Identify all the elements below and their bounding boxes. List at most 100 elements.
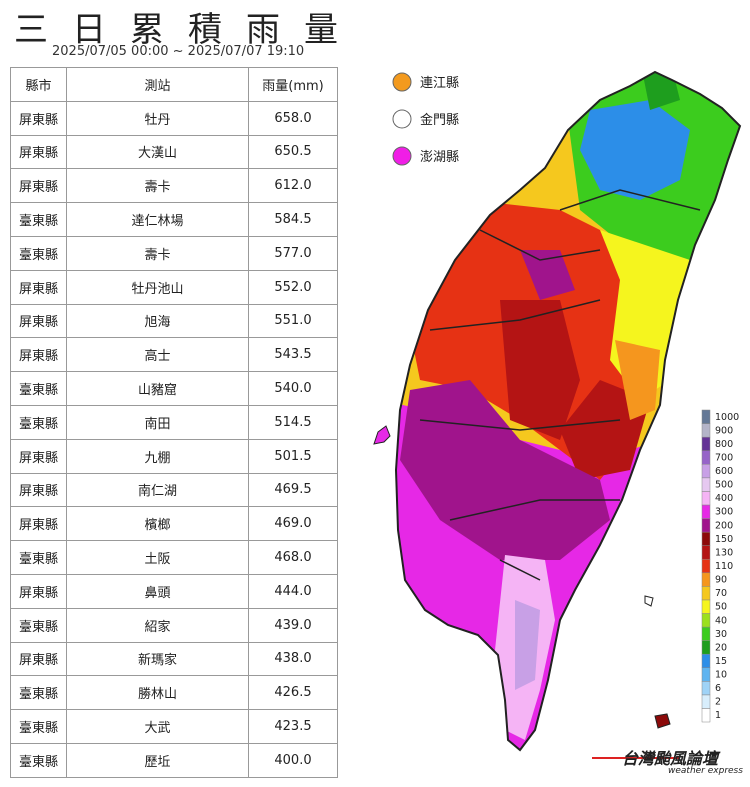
scale-swatch: [701, 667, 711, 682]
logo-name: 台灣颱風論壇: [622, 749, 721, 768]
logo-tagline: weather express: [668, 766, 743, 776]
scale-swatch: [701, 477, 711, 492]
cell: 壽卡: [66, 235, 249, 271]
scale-swatch: [701, 436, 711, 451]
cell: 屏東縣: [10, 134, 67, 170]
table-row: 臺東縣 大武 423.5: [10, 709, 338, 744]
scale-swatch: [701, 586, 711, 601]
scale-swatch: [701, 640, 711, 655]
scale-label: 30: [715, 629, 727, 640]
cell: 468.0: [248, 540, 338, 575]
table-row: 臺東縣 歷坵 400.0: [10, 742, 338, 778]
scale-label: 600: [715, 466, 733, 477]
cell: 469.5: [248, 472, 338, 508]
cell: 高士: [66, 337, 249, 373]
cell: 400.0: [248, 742, 338, 778]
cell: 新瑪家: [66, 641, 249, 677]
island-label: 金門縣: [420, 112, 459, 128]
cell: 九棚: [66, 438, 249, 474]
cell: 屏東縣: [10, 438, 67, 474]
scale-label: 70: [715, 588, 727, 599]
subtitle: 2025/07/05 00:00 ~ 2025/07/07 19:10: [52, 44, 305, 59]
scale-swatch: [701, 504, 711, 519]
scale-label: 400: [715, 493, 733, 504]
scale-label: 130: [715, 547, 733, 558]
cell: 屏東縣: [10, 337, 67, 373]
scale-swatch: [701, 409, 711, 424]
island-swatch: [392, 72, 412, 92]
island-swatch: [392, 146, 412, 166]
table-row: 屏東縣 新瑪家 438.0: [10, 641, 338, 677]
scale-label: 1: [715, 710, 721, 721]
cell: 552.0: [248, 269, 338, 305]
scale-label: 110: [715, 561, 733, 572]
cell: 469.0: [248, 506, 338, 542]
table-row: 臺東縣 壽卡 577.0: [10, 235, 338, 271]
scale-swatch: [701, 558, 711, 574]
island-swatch: [392, 109, 412, 129]
cell: 612.0: [248, 168, 338, 204]
scale-label: 50: [715, 602, 727, 613]
scale-label: 90: [715, 575, 727, 586]
scale-label: 900: [715, 425, 733, 436]
title: 三日累積雨量: [14, 10, 362, 50]
cell: 臺東縣: [10, 709, 67, 744]
table-row: 臺東縣 土阪 468.0: [10, 540, 338, 575]
scale-swatch: [701, 572, 711, 587]
table-row: 屏東縣 檳榔 469.0: [10, 506, 338, 542]
scale-swatch: [701, 653, 711, 668]
cell: 臺東縣: [10, 235, 67, 271]
cell: 屏東縣: [10, 472, 67, 508]
logo: 台灣颱風論壇 weather express: [592, 749, 743, 776]
cell: 臺東縣: [10, 675, 67, 711]
cell: 大武: [66, 709, 249, 744]
table-row: 屏東縣 牡丹 658.0: [10, 100, 338, 136]
scale-swatch: [701, 450, 711, 465]
cell: 650.5: [248, 134, 338, 170]
table-row: 屏東縣 大漢山 650.5: [10, 134, 338, 170]
scale-swatch: [701, 613, 711, 628]
cell: 540.0: [248, 371, 338, 406]
cell: 臺東縣: [10, 202, 67, 237]
scale-label: 500: [715, 480, 733, 491]
scale-swatch: [701, 694, 711, 709]
island-label: 澎湖縣: [420, 150, 459, 165]
cell: 山豬窟: [66, 371, 249, 406]
cell: 658.0: [248, 100, 338, 136]
cell: 南仁湖: [66, 472, 249, 508]
cell: 426.5: [248, 675, 338, 711]
scale-label: 200: [715, 520, 733, 531]
header-row: 縣市 測站 雨量(mm): [10, 67, 338, 102]
cell: 臺東縣: [10, 742, 67, 778]
scale-label: 150: [715, 534, 733, 545]
cell: 屏東縣: [10, 573, 67, 609]
scale-label: 10: [715, 670, 727, 681]
scale-swatch: [701, 626, 711, 641]
scale-swatch: [701, 681, 711, 696]
table-row: 臺東縣 山豬窟 540.0: [10, 371, 338, 406]
scale-swatch: [701, 518, 711, 533]
cell: 臺東縣: [10, 540, 67, 575]
cell: 屏東縣: [10, 100, 67, 136]
scale-swatch: [701, 545, 711, 560]
rain-table: 縣市 測站 雨量(mm) 屏東縣 牡丹 658.0 屏東縣 大漢山 650.5 屏東縣 壽卡 612.…: [10, 67, 338, 778]
scale-swatch: [701, 599, 711, 614]
cell: 土阪: [66, 540, 249, 575]
scale-swatch: [701, 423, 711, 438]
cell: 旭海: [66, 303, 249, 339]
scale-label: 700: [715, 452, 733, 463]
scale-label: 1000: [715, 412, 739, 423]
scale-swatch: [701, 491, 711, 506]
island-label: 連江縣: [420, 76, 459, 91]
cell: 歷坵: [66, 742, 249, 778]
scale-swatch: [701, 531, 711, 546]
scale-swatch: [701, 464, 711, 479]
table-row: 屏東縣 南仁湖 469.5: [10, 472, 338, 508]
scale-label: 6: [715, 683, 721, 694]
cell: 438.0: [248, 641, 338, 677]
scale-label: 15: [715, 656, 727, 667]
scale-swatch: [701, 708, 711, 723]
cell: 577.0: [248, 235, 338, 271]
scale-label: 800: [715, 439, 733, 450]
